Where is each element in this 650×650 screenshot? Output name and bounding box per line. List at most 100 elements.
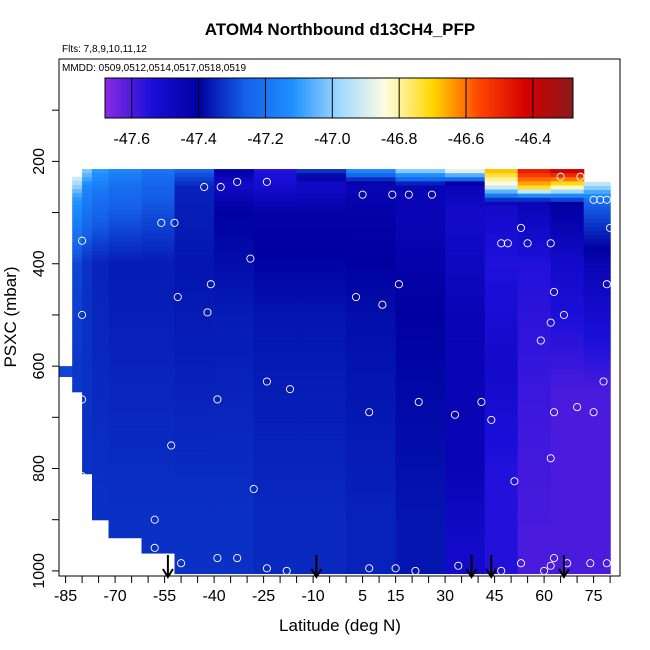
heatmap-cell [108,369,143,375]
heatmap-cell [253,390,298,395]
heatmap-cell [484,300,519,305]
heatmap-cell [174,177,215,182]
heatmap-cell [484,504,519,510]
heatmap-cell [296,537,347,543]
heatmap-cell [445,283,486,289]
heatmap-cell [108,197,143,203]
heatmap-cell [296,250,347,256]
heatmap-cell [445,234,486,240]
heatmap-cell [214,214,255,219]
heatmap-cell [296,418,347,424]
heatmap-cell [445,488,486,494]
y-tick-label: 800 [31,455,48,482]
heatmap-cell [92,332,110,338]
heatmap-cell [108,250,143,256]
heatmap-cell [395,214,446,219]
heatmap-cell [484,287,519,293]
heatmap-cell [296,562,347,567]
heatmap-cell [296,357,347,363]
heatmap-cell [550,283,585,289]
heatmap-cell [253,173,298,178]
heatmap-cell [108,451,143,457]
heatmap-cell [395,369,446,375]
heatmap-cell [82,332,93,338]
heatmap-cell [214,439,255,445]
sample-point [285,385,295,394]
heatmap-cell [445,377,486,383]
sample-point [536,336,545,345]
heatmap-cell [82,353,93,359]
heatmap-cell [395,185,446,191]
heatmap-cell [550,463,585,469]
heatmap-cell [445,496,486,502]
heatmap-cell [92,218,110,223]
heatmap-cell [517,373,552,379]
heatmap-cell [346,508,397,514]
heatmap-cell [346,418,397,424]
colorbar: -47.6 -47.4 -47.2 -47.0 -46.8 -46.6 -46.4 [104,77,574,148]
heatmap-cell [484,541,519,547]
heatmap-cell [174,210,215,215]
heatmap-cell [550,382,585,387]
colorbar-tick-label: -46.8 [381,131,418,148]
heatmap-cell [141,439,176,445]
sample-point [589,408,598,417]
heatmap-cell [583,435,611,441]
heatmap-cell [445,472,486,477]
heatmap-cell [484,377,519,383]
sample-point [549,554,559,563]
heatmap-cell [550,369,585,375]
heatmap-cell [108,365,143,371]
heatmap-cell [253,242,298,248]
heatmap-cell [92,422,110,428]
heatmap-cell [82,418,93,424]
heatmap-cell [296,447,347,453]
heatmap-cell [296,226,347,232]
heatmap-cell [445,218,486,223]
heatmap-cell [72,209,83,215]
heatmap-cell [445,398,486,404]
heatmap-cell [253,238,298,244]
sample-point [516,223,526,232]
heatmap-cell [583,333,611,339]
heatmap-cell [214,463,255,469]
heatmap-cell [253,304,298,309]
heatmap-cell [253,373,298,379]
heatmap-cell [346,255,397,260]
heatmap-cell [141,508,176,514]
heatmap-cell [174,353,215,359]
heatmap-cell [214,431,255,436]
heatmap-cell [346,525,397,531]
heatmap-cell [550,218,585,223]
heatmap-cell [92,353,110,359]
heatmap-cell [583,402,611,408]
heatmap-cell [214,226,255,232]
heatmap-cell [214,304,255,309]
heatmap-cell [445,529,486,535]
heatmap-cell [517,255,552,260]
heatmap-cell [484,545,519,551]
heatmap-cell [583,247,611,253]
heatmap-cell [72,389,83,393]
heatmap-cell [72,299,83,305]
heatmap-cell [484,529,519,535]
heatmap-cell [296,386,347,391]
y-tick-label: 400 [31,250,48,277]
heatmap-cell [92,271,110,277]
heatmap-cell [108,422,143,428]
heatmap-cell [445,259,486,264]
heatmap-cell [214,422,255,428]
heatmap-cell [445,451,486,457]
heatmap-cell [550,533,585,539]
heatmap-cell [253,300,298,305]
heatmap-cell [141,492,176,498]
heatmap-cell [174,291,215,297]
heatmap-cell [445,476,486,481]
heatmap-cell [517,324,552,330]
heatmap-cell [346,443,397,449]
profile-arrow-head [310,568,323,579]
heatmap-cell [253,205,298,211]
heatmap-cell [296,451,347,457]
heatmap-cell [296,463,347,469]
heatmap-cell [346,205,397,211]
